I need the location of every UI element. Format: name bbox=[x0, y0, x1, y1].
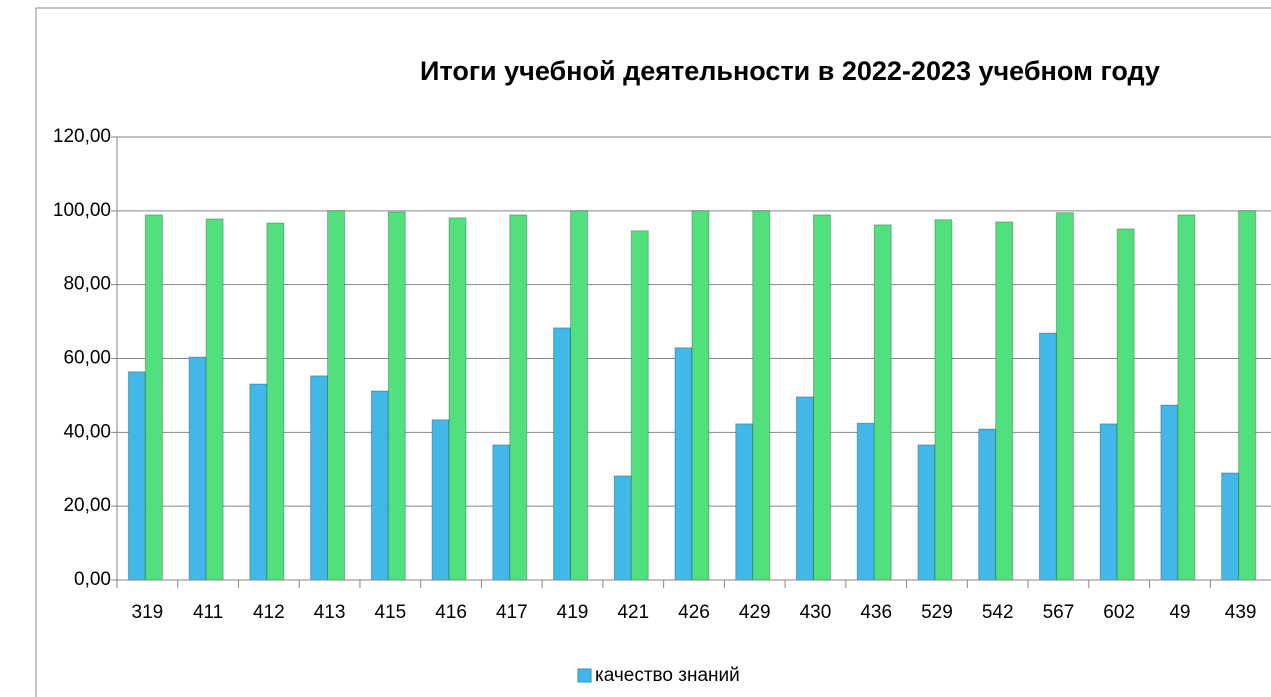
bar bbox=[1221, 472, 1240, 581]
bar bbox=[812, 214, 831, 581]
chart-frame bbox=[35, 7, 1271, 697]
y-tick-label: 60,00 bbox=[63, 348, 111, 369]
bar bbox=[205, 218, 224, 581]
bar bbox=[492, 444, 511, 581]
bar bbox=[431, 419, 450, 581]
x-tick-label: 529 bbox=[921, 602, 953, 623]
chart-title: Итоги учебной деятельности в 2022-2023 у… bbox=[420, 56, 1160, 86]
bar bbox=[509, 214, 528, 581]
bar bbox=[917, 444, 936, 581]
x-tick-label: 542 bbox=[982, 602, 1014, 623]
x-tick-label: 411 bbox=[193, 602, 223, 623]
bar bbox=[674, 347, 693, 581]
bar bbox=[553, 327, 572, 581]
bar bbox=[630, 230, 649, 581]
y-tick-label: 20,00 bbox=[63, 495, 111, 516]
legend-swatch bbox=[577, 668, 592, 683]
x-tick-label: 319 bbox=[132, 602, 164, 623]
x-tick-label: 430 bbox=[800, 602, 832, 623]
bar bbox=[613, 475, 632, 581]
x-tick-label: 436 bbox=[860, 602, 892, 623]
x-tick-label: 421 bbox=[617, 602, 649, 623]
x-tick-label: 426 bbox=[678, 602, 710, 623]
bar bbox=[1055, 212, 1074, 581]
bar bbox=[856, 422, 875, 581]
x-tick-label: 415 bbox=[374, 602, 406, 623]
bar bbox=[873, 224, 892, 581]
bar bbox=[691, 210, 710, 581]
x-tick-label: 567 bbox=[1043, 602, 1075, 623]
x-tick-label: 412 bbox=[253, 602, 285, 623]
x-tick-label: 413 bbox=[314, 602, 346, 623]
bar bbox=[249, 383, 268, 581]
bar bbox=[448, 217, 467, 581]
bar bbox=[387, 211, 406, 581]
y-tick-label: 40,00 bbox=[63, 421, 111, 442]
bar bbox=[127, 371, 146, 581]
bar bbox=[1238, 210, 1257, 581]
x-tick-label: 49 bbox=[1169, 602, 1190, 623]
x-tick-label: 417 bbox=[496, 602, 528, 623]
x-tick-label: 416 bbox=[435, 602, 467, 623]
bar bbox=[1177, 214, 1196, 581]
y-tick-label: 80,00 bbox=[63, 274, 111, 295]
bar bbox=[735, 423, 754, 581]
bar bbox=[1160, 404, 1179, 581]
bar bbox=[752, 210, 771, 581]
bar bbox=[188, 356, 207, 581]
bar bbox=[934, 219, 953, 581]
bar bbox=[144, 214, 163, 581]
x-tick-label: 419 bbox=[557, 602, 589, 623]
bar bbox=[1038, 332, 1057, 581]
bar bbox=[570, 210, 589, 581]
bar bbox=[1099, 423, 1118, 581]
x-tick-label: 602 bbox=[1103, 602, 1135, 623]
bar bbox=[795, 396, 814, 581]
y-tick-label: 100,00 bbox=[53, 200, 111, 221]
bar bbox=[1116, 228, 1135, 581]
y-tick-label: 120,00 bbox=[53, 126, 111, 147]
x-tick-label: 429 bbox=[739, 602, 771, 623]
bar bbox=[266, 222, 285, 581]
y-tick-label: 0,00 bbox=[74, 569, 111, 590]
bar bbox=[995, 221, 1014, 581]
bar bbox=[327, 210, 346, 581]
legend-label: качество знаний bbox=[595, 665, 740, 686]
bar bbox=[370, 390, 389, 581]
bar bbox=[310, 375, 329, 581]
x-tick-label: 439 bbox=[1225, 602, 1257, 623]
bar bbox=[978, 428, 997, 581]
